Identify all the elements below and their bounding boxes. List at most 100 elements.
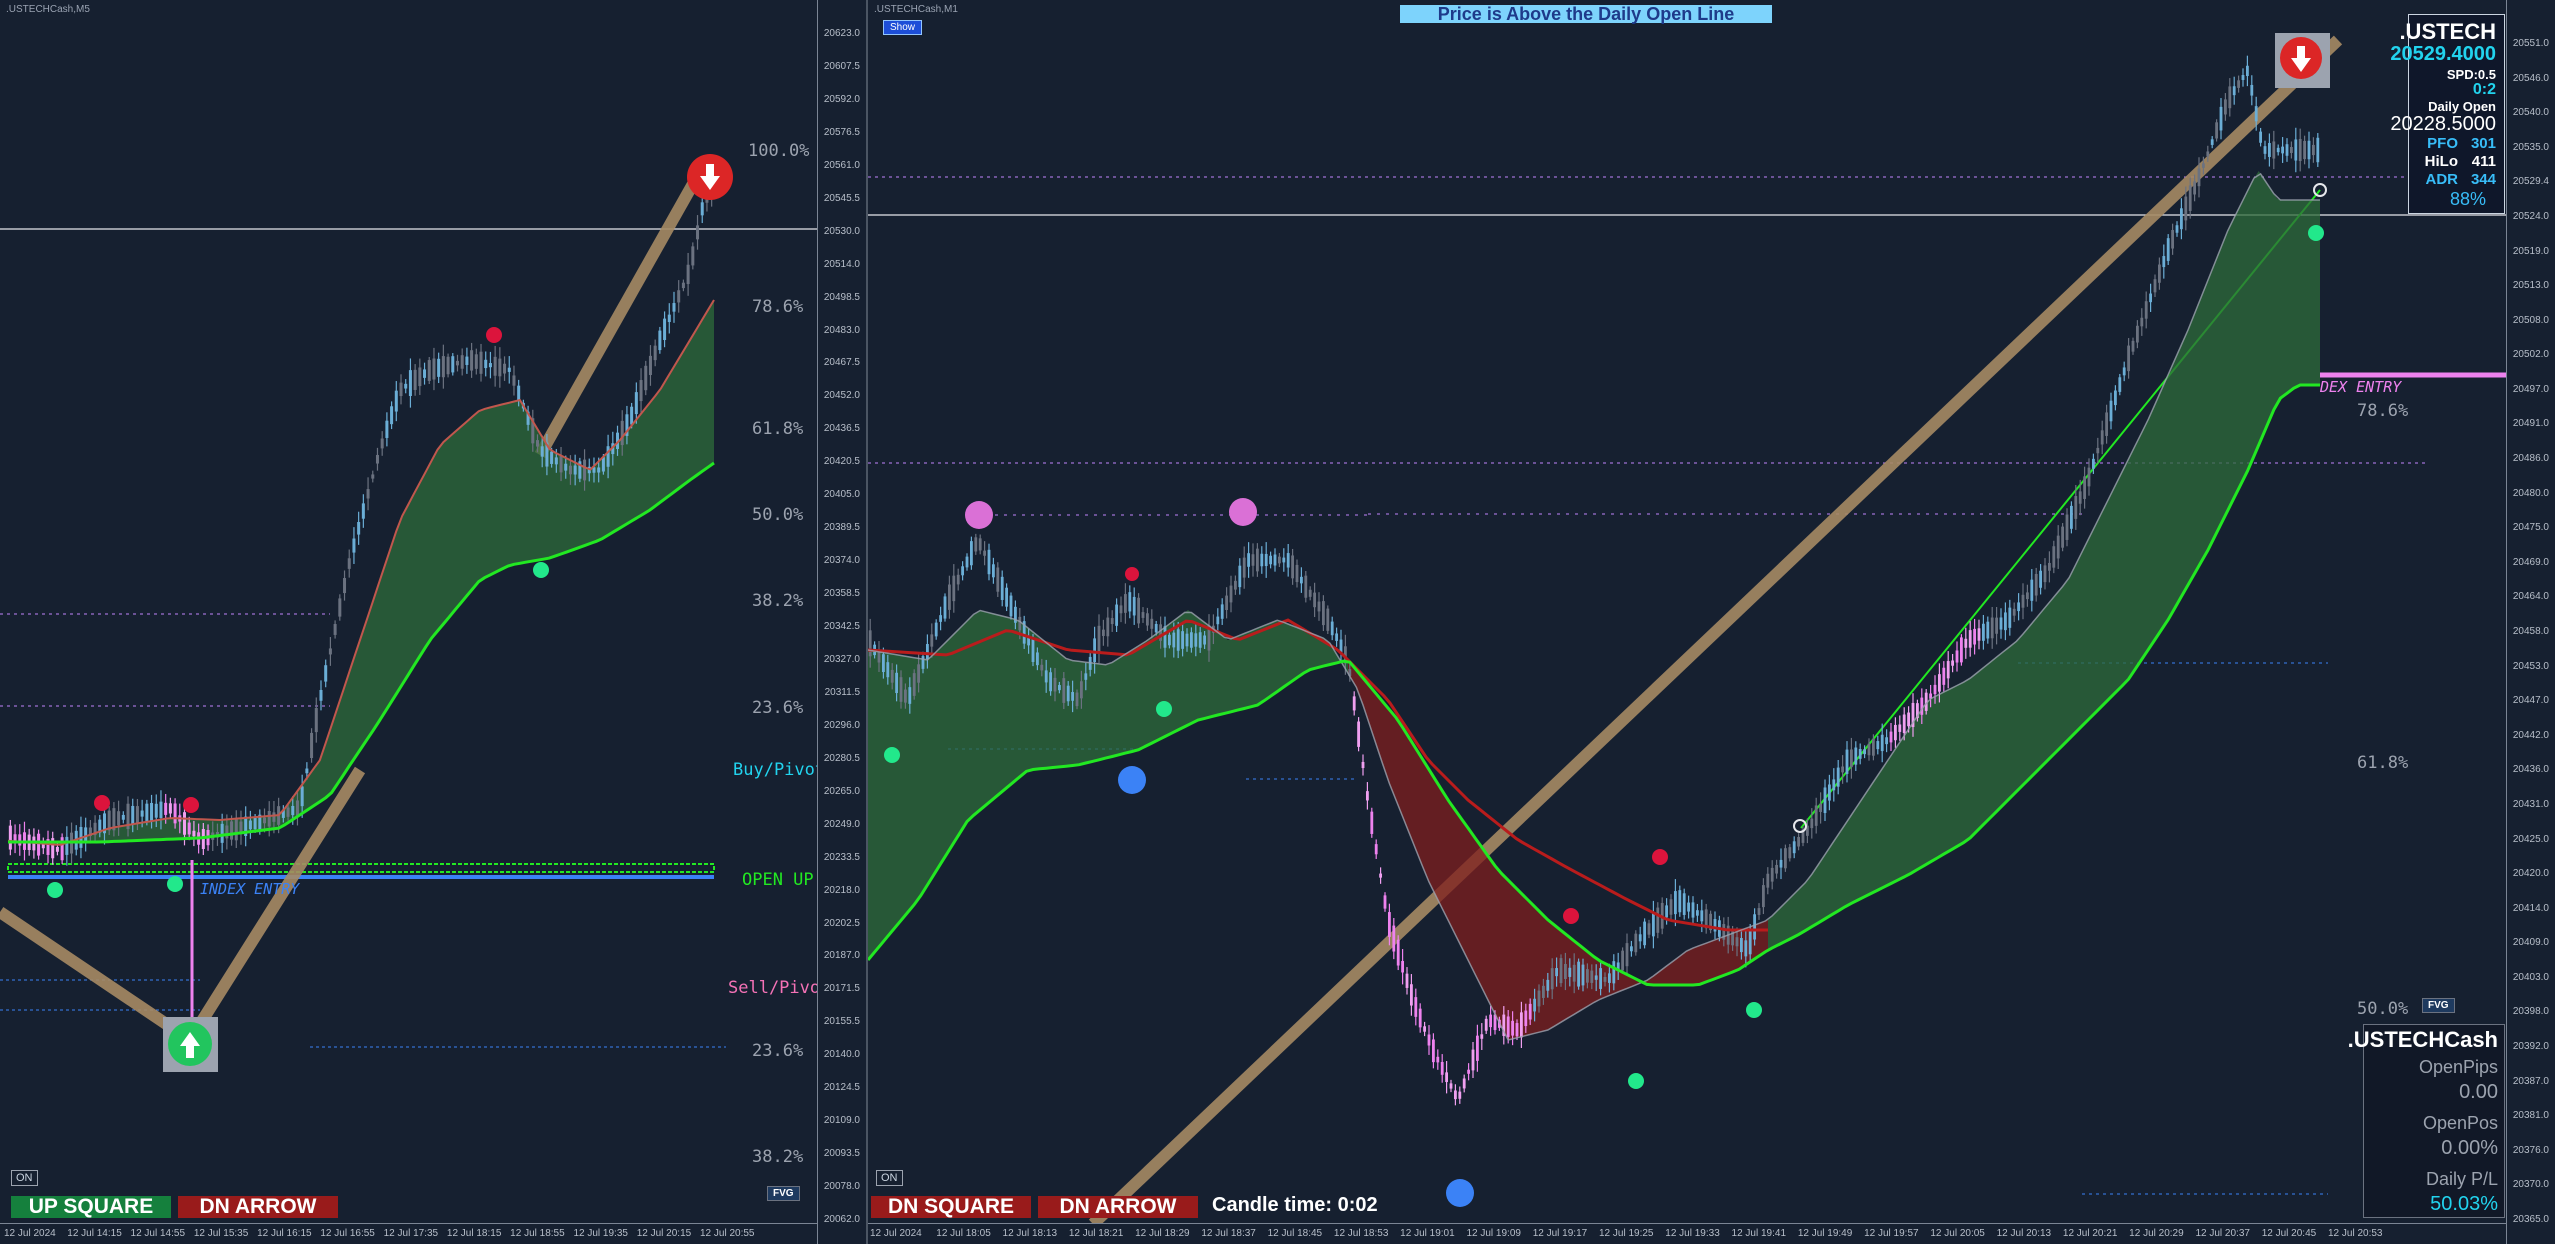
candle-body xyxy=(2171,230,2175,249)
price-status-banner: Price is Above the Daily Open Line xyxy=(1400,5,1772,23)
on-toggle[interactable]: ON xyxy=(876,1170,903,1186)
candle-body xyxy=(2153,279,2157,293)
candle-body xyxy=(1559,958,1563,984)
candle-body xyxy=(291,805,295,816)
sell-signal-dot xyxy=(486,327,502,343)
candle-body xyxy=(1823,787,1827,814)
up-square-button[interactable]: UP SQUARE xyxy=(11,1196,171,1218)
price-plot-m5[interactable] xyxy=(0,0,818,1224)
price-tick-label: 20140.0 xyxy=(823,1049,860,1061)
fvg-button[interactable]: FVG xyxy=(2422,998,2455,1013)
candle-body xyxy=(2096,447,2100,454)
candle-body xyxy=(1392,925,1396,952)
index-entry-label: DEX ENTRY xyxy=(2320,378,2402,396)
candle-body xyxy=(1779,859,1783,868)
price-plot-m1[interactable] xyxy=(868,0,2507,1224)
candle-body xyxy=(1150,618,1154,629)
candle-body xyxy=(672,303,676,312)
candle-body xyxy=(140,810,144,817)
dn-arrow-button[interactable]: DN ARROW xyxy=(178,1196,338,1218)
time-tick-label: 12 Jul 16:55 xyxy=(320,1228,375,1239)
candle-body xyxy=(244,816,248,837)
open-pos-label: OpenPos xyxy=(2422,1113,2498,1133)
candle-body xyxy=(1489,1014,1493,1028)
candle-body xyxy=(1075,692,1079,707)
candle-body xyxy=(1832,779,1836,791)
chart-title: .USTECHCash,M5 xyxy=(6,4,90,15)
price-axis[interactable]: 20551.0 20546.0 20540.0 20535.0 20529.4 20524… xyxy=(2506,0,2555,1244)
candle-body xyxy=(1053,677,1057,692)
candle-body xyxy=(300,786,304,807)
candle-body xyxy=(1277,556,1281,564)
price-axis[interactable]: 20623.0 20607.5 20592.0 20576.5 20561.0 20545… xyxy=(817,0,866,1244)
fvg-button[interactable]: FVG xyxy=(767,1186,800,1201)
candle-body xyxy=(952,575,956,602)
chart-pane-m1[interactable]: .USTECHCash,M1 78.6% 61.8% 50.0% DEX ENT… xyxy=(868,0,2555,1244)
candle-body xyxy=(2074,496,2078,519)
adr-percent: 88% xyxy=(2449,189,2486,209)
candle-body xyxy=(1951,660,1955,666)
time-tick-label: 12 Jul 19:49 xyxy=(1797,1228,1853,1239)
candle-body xyxy=(1198,632,1202,648)
price-tick-label: 20420.5 xyxy=(823,456,860,468)
candle-body xyxy=(2043,565,2047,583)
price-tick-label: 20311.5 xyxy=(824,686,860,698)
candle-body xyxy=(234,817,238,841)
candle-body xyxy=(1229,585,1233,603)
price-tick-label: 20342.5 xyxy=(823,621,860,632)
price-tick-label: 20171.5 xyxy=(823,983,860,995)
candle-body xyxy=(1550,968,1554,990)
candle-body xyxy=(286,807,290,817)
time-tick-label: 12 Jul 19:41 xyxy=(1731,1228,1787,1239)
candle-body xyxy=(2083,476,2087,499)
candle-body xyxy=(1845,749,1849,774)
candle-body xyxy=(338,598,342,617)
show-button[interactable]: Show xyxy=(883,20,923,35)
candle-body xyxy=(1502,1014,1506,1036)
candle-body xyxy=(1207,625,1211,651)
candle-body xyxy=(88,827,92,837)
price-tick-label: 20447.0 xyxy=(2512,695,2549,707)
price-tick-label: 20508.0 xyxy=(2512,314,2549,326)
price-tick-label: 20514.0 xyxy=(823,258,860,270)
candle-body xyxy=(126,803,130,830)
fib-level-label: 38.2% xyxy=(752,591,804,611)
candle-body xyxy=(1704,909,1708,929)
candle-body xyxy=(145,803,149,822)
time-tick-label: 12 Jul 2024 xyxy=(870,1228,922,1239)
candle-body xyxy=(432,358,436,380)
candle-body xyxy=(1119,605,1123,614)
sell-signal-dot xyxy=(94,795,110,811)
dn-arrow-button[interactable]: DN ARROW xyxy=(1038,1196,1198,1218)
candle-body xyxy=(1062,678,1066,703)
candle-body xyxy=(912,673,916,696)
dn-square-button[interactable]: DN SQUARE xyxy=(871,1196,1031,1218)
fib-level-label: 61.8% xyxy=(752,419,804,439)
candle-body xyxy=(272,812,276,822)
price-tick-label: 20486.0 xyxy=(2512,453,2549,465)
chart-pane-m5[interactable]: .USTECHCash,M5 100.0% 78.6% 61.8% 50.0% … xyxy=(0,0,868,1244)
account-panel: .USTECHCash OpenPips 0.00 OpenPos 0.00% … xyxy=(2348,1024,2505,1218)
on-toggle[interactable]: ON xyxy=(11,1170,38,1186)
candle-body xyxy=(1682,893,1686,915)
price-tick-label: 20187.0 xyxy=(823,950,860,962)
time-axis[interactable]: 12 Jul 2024 12 Jul 14:15 12 Jul 14:55 12 Ju… xyxy=(0,1223,818,1244)
candle-body xyxy=(1308,589,1312,597)
candle-body xyxy=(648,355,652,376)
candle-body xyxy=(1365,791,1369,801)
time-tick-label: 12 Jul 2024 xyxy=(4,1228,56,1239)
candle-body xyxy=(1440,1061,1444,1075)
candle-body xyxy=(1128,592,1132,612)
candle-body xyxy=(112,808,116,831)
fib-level-label: 50.0% xyxy=(752,505,804,525)
price-tick-label: 20436.5 xyxy=(823,423,860,435)
time-axis[interactable]: 12 Jul 2024 12 Jul 18:05 12 Jul 18:13 12 Ju… xyxy=(868,1223,2507,1244)
candle-body xyxy=(1515,1023,1519,1037)
price-tick-label: 20607.5 xyxy=(823,60,860,72)
candle-body xyxy=(1044,670,1048,683)
time-tick-label: 12 Jul 18:37 xyxy=(1201,1228,1256,1239)
candle-body xyxy=(526,411,530,425)
ema-slow-line xyxy=(8,461,715,844)
current-price: 20529.4000 xyxy=(2390,43,2496,65)
candle-body xyxy=(1462,1078,1466,1089)
